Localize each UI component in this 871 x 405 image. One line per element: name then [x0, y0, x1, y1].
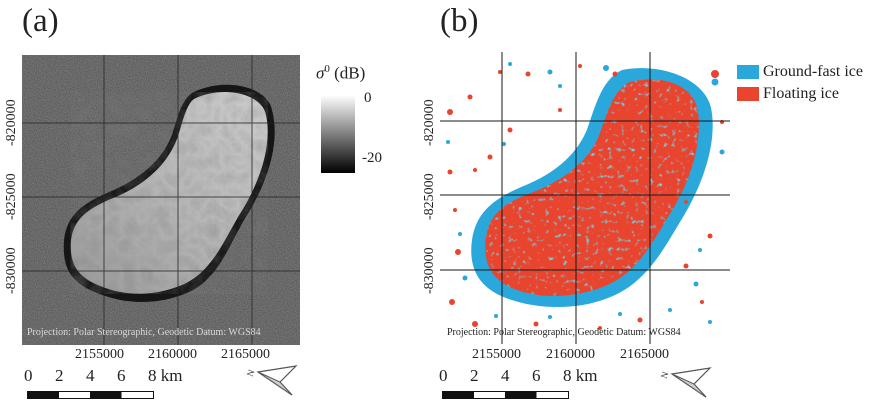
scale-bar-label: 6 — [532, 366, 541, 385]
scale-bar-label: 2 — [55, 366, 64, 385]
y-tick-label: -825000 — [4, 173, 19, 220]
y-tick-label: -830000 — [4, 247, 19, 294]
scale-bar-label: 8 km — [563, 366, 598, 385]
colorbar-symbol: σ — [316, 63, 325, 83]
svg-text:N: N — [660, 370, 671, 380]
scale-bar-label: 0 — [439, 366, 448, 385]
classification-map-panel-b — [440, 52, 730, 344]
colorbar-superscript: 0 — [324, 63, 330, 75]
y-tick-label: -825000 — [422, 173, 437, 220]
legend-swatch — [737, 65, 759, 79]
x-tick-label: 2165000 — [620, 347, 669, 362]
scale-bar-labels-a: 0 2 4 6 8 km — [24, 366, 184, 388]
svg-text:N: N — [246, 368, 257, 378]
legend: Ground-fast ice Floating ice — [737, 63, 863, 103]
legend-item-ground-fast: Ground-fast ice — [737, 63, 863, 81]
x-tick-label: 2160000 — [148, 347, 197, 362]
x-tick-label: 2155000 — [75, 347, 124, 362]
colorbar-title: σ0 (dB) — [316, 63, 365, 84]
scale-bar-label: 4 — [86, 366, 95, 385]
scale-bar-label: 0 — [24, 366, 33, 385]
colorbar-min-label: -20 — [362, 150, 382, 166]
colorbar-max-label: 0 — [364, 90, 372, 106]
scale-bar-label: 8 km — [148, 366, 183, 385]
x-tick-label: 2160000 — [546, 347, 595, 362]
scale-bar-labels-b: 0 2 4 6 8 km — [439, 366, 609, 388]
projection-note-b: Projection: Polar Stereographic, Geodeti… — [447, 327, 681, 338]
sar-image-panel-a — [22, 55, 300, 345]
y-tick-label: -820000 — [422, 99, 437, 146]
y-tick-label: -830000 — [422, 247, 437, 294]
colorbar-unit: (dB) — [334, 63, 366, 83]
scale-bar-b — [442, 391, 569, 399]
north-arrow-icon: N — [660, 364, 712, 398]
scale-bar-a — [27, 391, 154, 399]
legend-label: Floating ice — [763, 85, 839, 102]
north-arrow-icon: N — [246, 362, 298, 396]
scale-bar-label: 4 — [501, 366, 510, 385]
panel-b-label: (b) — [440, 3, 479, 39]
colorbar — [321, 95, 355, 173]
legend-item-floating: Floating ice — [737, 85, 863, 103]
legend-swatch — [737, 87, 759, 101]
x-tick-label: 2165000 — [221, 347, 270, 362]
projection-note-a: Projection: Polar Stereographic, Geodeti… — [27, 327, 261, 338]
scale-bar-label: 2 — [470, 366, 479, 385]
scale-bar-label: 6 — [117, 366, 126, 385]
x-tick-label: 2155000 — [472, 347, 521, 362]
y-tick-label: -820000 — [4, 99, 19, 146]
panel-a-label: (a) — [22, 3, 59, 39]
legend-label: Ground-fast ice — [763, 63, 863, 80]
